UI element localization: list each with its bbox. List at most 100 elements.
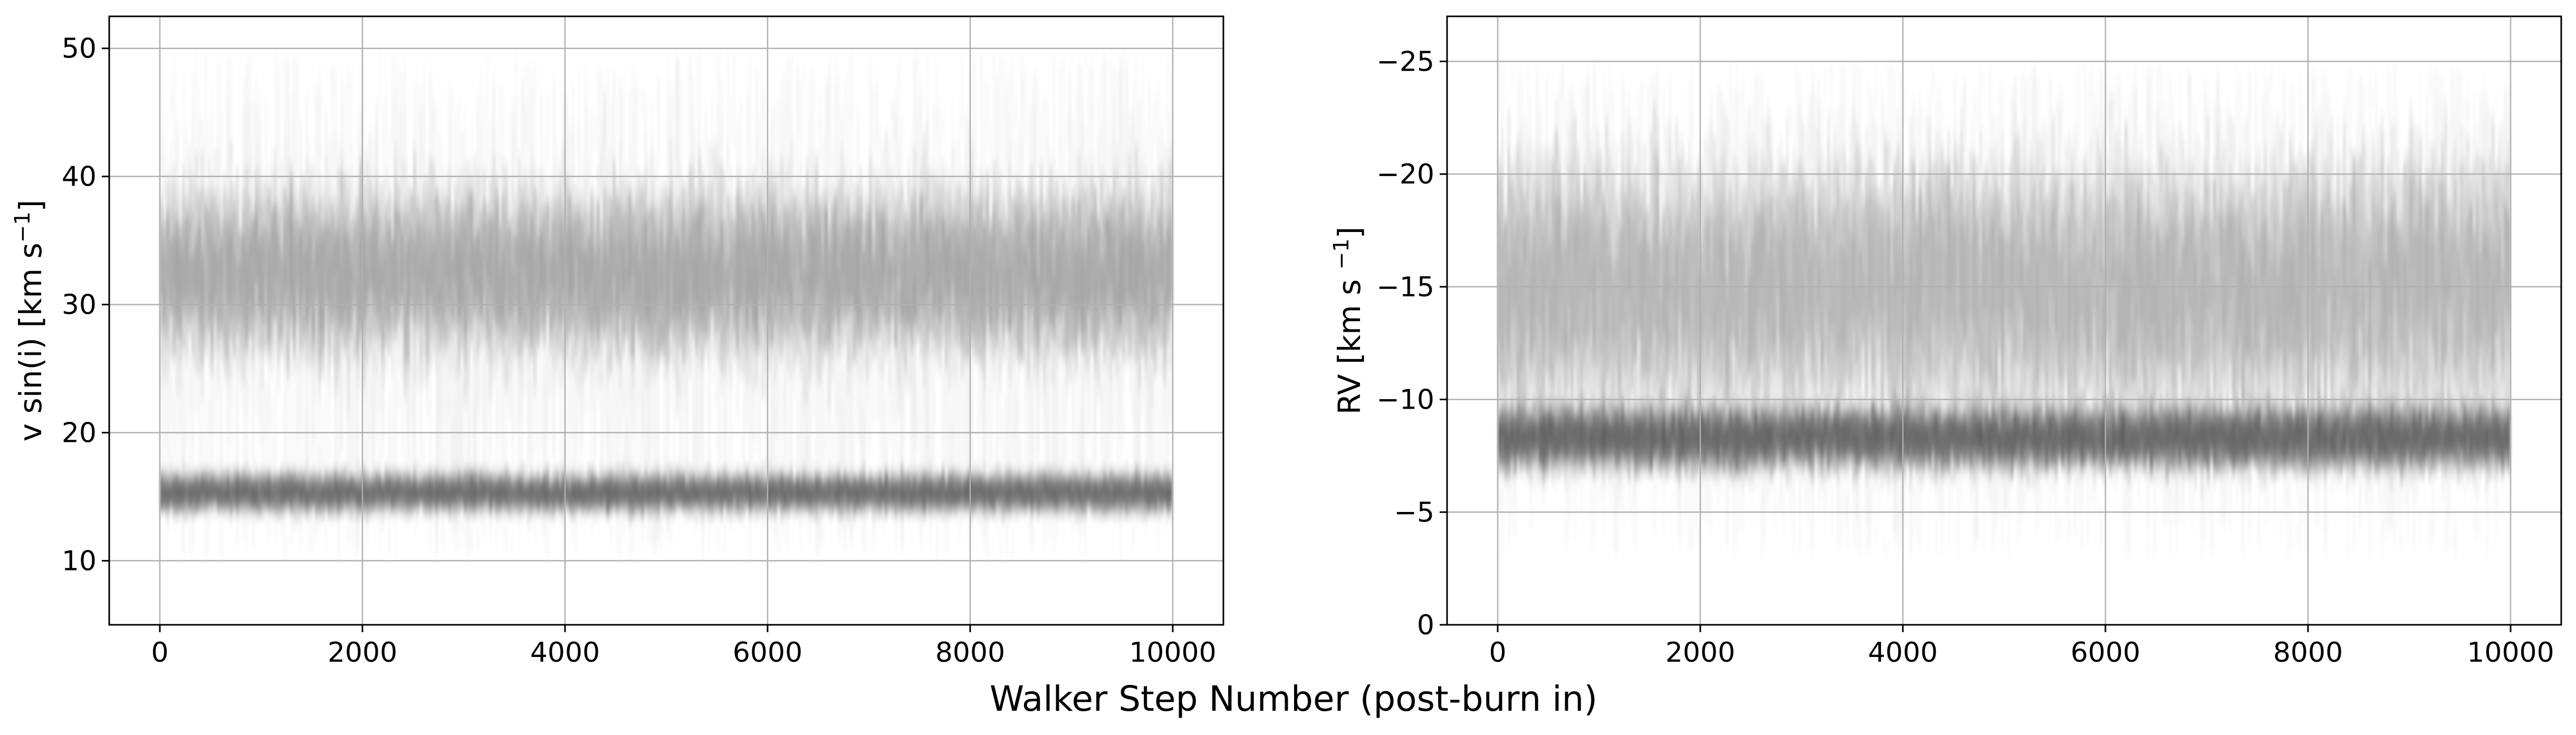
walker-segment <box>375 468 378 510</box>
walker-segment <box>226 472 229 507</box>
walker-segment <box>328 472 331 503</box>
walker-segment <box>476 474 480 508</box>
walker-segment <box>815 476 818 514</box>
walker-segment <box>255 472 258 514</box>
walker-segment <box>1059 478 1062 499</box>
walker-segment <box>315 487 318 504</box>
walker-segment <box>1097 473 1100 505</box>
walker-segment <box>663 482 666 508</box>
walker-segment <box>334 469 337 512</box>
walker-segment <box>1122 473 1125 516</box>
walker-segment <box>394 54 397 65</box>
walker-segment <box>761 59 764 114</box>
walker-segment <box>293 476 296 501</box>
walker-segment <box>1046 476 1049 511</box>
walker-segment <box>1151 102 1154 116</box>
walker-segment <box>679 476 682 504</box>
walker-segment <box>736 465 739 499</box>
walker-segment <box>524 66 527 149</box>
walker-segment <box>1122 423 1125 448</box>
walker-segment <box>1011 56 1014 188</box>
walker-segment <box>1018 475 1021 501</box>
walker-segment <box>587 477 590 512</box>
walker-segment <box>603 479 606 496</box>
walker-segment <box>897 140 901 166</box>
walker-segment <box>324 476 328 502</box>
walker-segment <box>366 396 369 400</box>
walker-segment <box>749 478 752 509</box>
walker-segment <box>983 484 986 512</box>
walker-segment <box>1113 483 1116 501</box>
walker-segment <box>834 474 837 499</box>
walker-segment <box>986 83 989 152</box>
walker-segment <box>204 50 207 153</box>
walker-segment <box>464 478 467 508</box>
walker-segment <box>182 483 185 516</box>
walker-segment <box>505 481 508 512</box>
walker-segment <box>1049 473 1052 502</box>
walker-segment <box>948 473 951 515</box>
walker-segment <box>796 480 799 512</box>
walker-segment <box>438 473 442 516</box>
walker-segment <box>546 93 549 128</box>
walker-segment <box>612 527 616 531</box>
walker-segment <box>726 478 730 519</box>
walker-segment <box>1100 384 1103 413</box>
walker-segment <box>407 91 410 94</box>
walker-segment <box>274 478 277 513</box>
walker-segment <box>916 475 920 492</box>
walker-segment <box>973 482 976 513</box>
walker-segment <box>657 82 660 117</box>
walker-segment <box>992 485 995 502</box>
walker-segment <box>299 483 302 502</box>
walker-segment <box>391 471 394 508</box>
walker-segment <box>527 476 530 501</box>
walker-segment <box>878 480 882 502</box>
walker-segment <box>391 102 394 142</box>
walker-segment <box>628 486 631 521</box>
walker-segment <box>1027 486 1030 508</box>
walker-segment <box>1033 479 1037 498</box>
walker-segment <box>214 391 217 435</box>
walker-segment <box>951 472 954 507</box>
walker-segment <box>568 490 571 507</box>
walker-segment <box>188 480 191 509</box>
walker-segment <box>543 487 546 516</box>
walker-segment <box>312 365 315 401</box>
walker-segment <box>999 56 1002 160</box>
left-walker-traces <box>160 50 1173 531</box>
walker-segment <box>1132 474 1135 508</box>
walker-segment <box>916 484 920 514</box>
walker-segment <box>1116 488 1119 510</box>
walker-segment <box>578 480 581 513</box>
walker-segment <box>540 478 543 507</box>
walker-segment <box>688 479 692 501</box>
walker-segment <box>1065 112 1068 146</box>
walker-segment <box>894 486 897 512</box>
walker-segment <box>233 468 236 506</box>
walker-segment <box>467 482 470 505</box>
walker-segment <box>448 475 451 518</box>
walker-segment <box>480 470 483 514</box>
walker-segment <box>597 480 600 505</box>
walker-segment <box>692 475 695 499</box>
walker-segment <box>799 469 802 511</box>
walker-segment <box>920 479 923 504</box>
walker-segment <box>514 492 518 508</box>
walker-segment <box>296 157 299 163</box>
walker-segment <box>828 480 831 507</box>
walker-segment <box>961 481 964 497</box>
walker-segment <box>385 468 388 509</box>
walker-segment <box>695 470 698 510</box>
walker-segment <box>258 472 261 510</box>
walker-segment <box>1094 484 1097 518</box>
walker-segment <box>907 468 910 499</box>
walker-segment <box>410 479 413 496</box>
walker-segment <box>818 476 821 495</box>
walker-segment <box>1068 480 1071 514</box>
walker-segment <box>185 475 188 501</box>
walker-segment <box>600 478 603 508</box>
walker-segment <box>1030 467 1033 508</box>
walker-segment <box>511 485 514 501</box>
walker-segment <box>312 476 315 506</box>
